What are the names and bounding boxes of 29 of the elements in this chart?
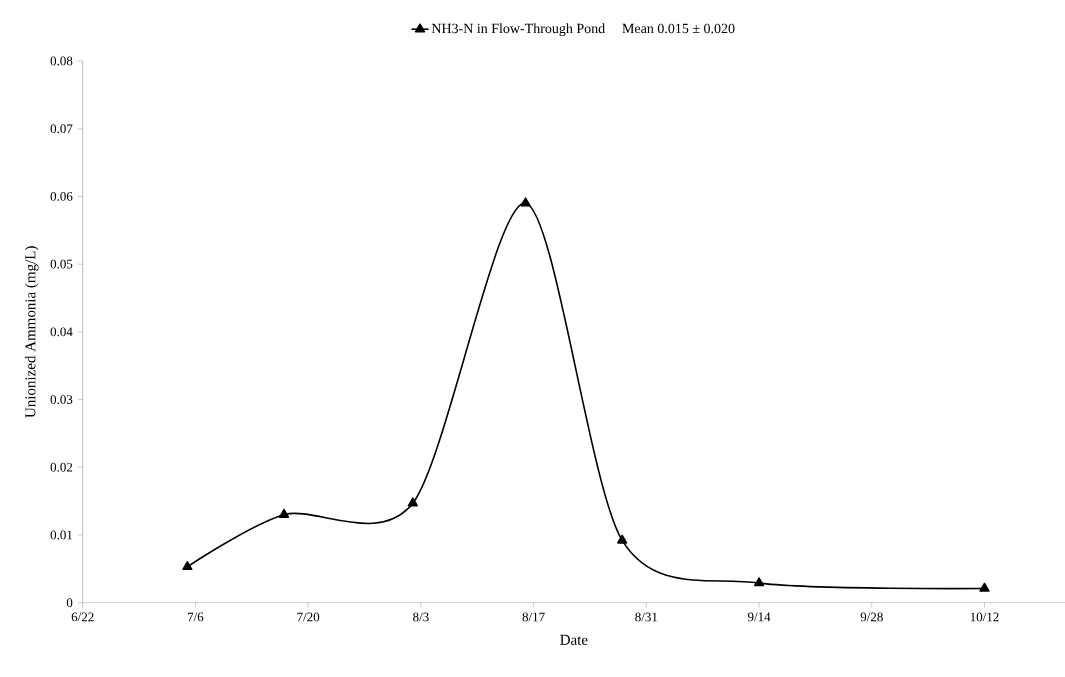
point: [979, 582, 990, 592]
x-tick-label: 8/17: [522, 612, 545, 622]
point: [182, 561, 193, 571]
x-tick-label: 9/14: [747, 612, 771, 622]
point: [617, 534, 628, 544]
y-tick-label: 0.08: [50, 56, 73, 66]
x-axis-title: Date: [560, 634, 588, 645]
y-tick-label: 0.01: [50, 530, 73, 540]
y-tick-label: 0.05: [50, 259, 73, 269]
x-tick-label: 8/31: [635, 612, 658, 622]
point: [520, 197, 531, 207]
point: [278, 508, 290, 518]
legend-label: NH3-N in Flow-Through Pond: [431, 23, 606, 37]
x-tick-label: 6/22: [71, 612, 94, 622]
y-tick-label: 0.03: [50, 395, 73, 404]
y-tick-label: 0.04: [50, 327, 73, 337]
y-tick-label: 0.07: [50, 124, 73, 134]
y-tick-label: 0.02: [50, 462, 73, 472]
x-tick-label: 10/12: [970, 612, 999, 622]
y-tick-label: 0.06: [50, 192, 73, 201]
point: [753, 577, 765, 587]
y-axis-title: Unionized Ammonia (mg/L): [24, 246, 39, 418]
x-tick-label: 7/20: [297, 612, 320, 622]
text: Mean 0.015 ± 0.020: [622, 23, 735, 34]
x-tick-label: 7/6: [187, 612, 204, 622]
y-tick-label: 0: [66, 598, 73, 608]
point: [407, 497, 418, 507]
x-tick-label: 9/28: [860, 612, 883, 622]
x-tick-label: 8/3: [413, 612, 429, 622]
